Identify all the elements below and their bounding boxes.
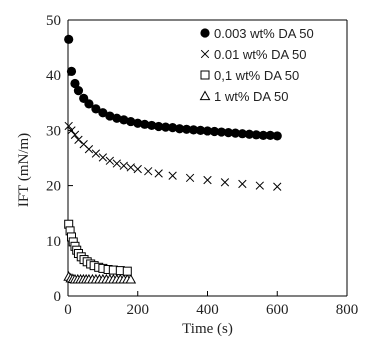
data-point	[220, 178, 230, 187]
data-point	[255, 181, 264, 190]
data-point	[84, 145, 94, 154]
data-point	[237, 129, 247, 139]
data-point	[230, 128, 240, 138]
data-point	[203, 175, 212, 185]
data-point	[265, 130, 275, 140]
y-tick-label: 40	[46, 68, 61, 84]
data-point	[105, 156, 115, 165]
data-point	[66, 66, 77, 76]
data-point	[244, 129, 254, 139]
legend-marker	[200, 49, 210, 59]
data-point	[273, 182, 282, 191]
data-point	[98, 153, 108, 162]
x-tick-label: 400	[196, 302, 219, 318]
axes: 0 10 20 30 40 50 0 200 400 600 800	[46, 13, 358, 318]
data-marks	[63, 34, 282, 284]
data-point	[223, 128, 234, 138]
data-point	[154, 169, 163, 178]
series-1	[64, 34, 282, 141]
data-point	[238, 179, 247, 189]
data-point	[251, 130, 261, 140]
data-point	[84, 99, 94, 109]
series-4	[63, 271, 137, 284]
y-tick-label: 0	[54, 289, 62, 305]
y-tick-label: 30	[46, 123, 61, 139]
data-point	[133, 118, 143, 128]
data-point	[67, 126, 76, 135]
data-point	[126, 116, 136, 127]
data-point	[73, 86, 84, 96]
legend-marker	[200, 28, 210, 38]
x-tick-label: 200	[127, 302, 150, 318]
data-point	[202, 126, 213, 136]
data-point	[168, 123, 178, 133]
data-point	[209, 126, 220, 137]
y-tick-label: 50	[46, 13, 61, 29]
data-point	[64, 121, 73, 131]
y-axis-label: IFT (mN/m)	[16, 133, 32, 207]
data-point	[125, 273, 137, 284]
data-point	[181, 124, 192, 134]
data-point	[98, 108, 108, 118]
data-point	[64, 34, 74, 44]
legend-marker	[199, 90, 211, 101]
data-point	[91, 149, 101, 158]
y-tick-label: 10	[46, 234, 61, 250]
data-point	[112, 113, 122, 123]
x-tick-label: 0	[64, 302, 72, 318]
legend-label: 0,1 wt% DA 50	[214, 68, 299, 83]
legend: 0.003 wt% DA 50 0.01 wt% DA 50 0,1 wt% DA …	[199, 26, 314, 104]
x-tick-label: 600	[266, 302, 289, 318]
data-point	[272, 131, 282, 141]
legend-label: 1 wt% DA 50	[214, 89, 288, 104]
legend-label: 0.003 wt% DA 50	[214, 26, 314, 41]
data-point	[188, 125, 199, 135]
data-point	[70, 78, 80, 89]
data-point	[185, 173, 195, 183]
data-point	[126, 163, 135, 172]
series-2	[64, 121, 282, 191]
data-point	[112, 159, 121, 168]
x-tick-label: 800	[336, 302, 359, 318]
data-point	[144, 167, 153, 176]
y-tick-label: 20	[46, 179, 61, 195]
data-point	[258, 130, 268, 140]
legend-marker	[200, 70, 210, 80]
data-point	[147, 120, 157, 131]
data-point	[161, 122, 171, 132]
data-point	[168, 171, 177, 180]
data-point	[122, 266, 132, 276]
data-point	[70, 130, 80, 139]
data-point	[140, 119, 150, 129]
data-point	[154, 121, 164, 132]
data-point	[175, 124, 185, 134]
data-point	[216, 127, 227, 137]
data-point	[195, 125, 206, 135]
data-point	[74, 135, 83, 144]
data-point	[133, 164, 142, 174]
data-point	[91, 104, 101, 114]
data-point	[119, 161, 128, 170]
data-point	[105, 111, 115, 121]
legend-label: 0.01 wt% DA 50	[214, 47, 307, 62]
x-axis-label: Time (s)	[182, 321, 233, 337]
series-3	[64, 219, 132, 276]
data-point	[119, 115, 129, 125]
